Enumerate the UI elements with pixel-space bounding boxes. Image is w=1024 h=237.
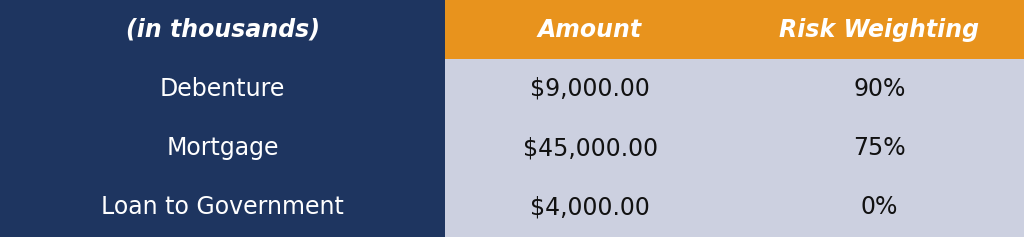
Text: (in thousands): (in thousands) <box>126 18 319 42</box>
Text: Mortgage: Mortgage <box>167 136 279 160</box>
Bar <box>445 178 1024 237</box>
Bar <box>0 0 445 59</box>
Text: $45,000.00: $45,000.00 <box>522 136 657 160</box>
Bar <box>445 0 1024 59</box>
Text: Loan to Government: Loan to Government <box>101 195 344 219</box>
Text: 0%: 0% <box>861 195 898 219</box>
Text: $9,000.00: $9,000.00 <box>530 77 650 101</box>
Bar <box>445 118 1024 178</box>
Text: Amount: Amount <box>538 18 642 42</box>
Text: Risk Weighting: Risk Weighting <box>779 18 979 42</box>
Bar <box>445 59 1024 118</box>
Bar <box>0 178 445 237</box>
Bar <box>0 118 445 178</box>
Text: 75%: 75% <box>853 136 905 160</box>
Text: Debenture: Debenture <box>160 77 286 101</box>
Text: 90%: 90% <box>853 77 905 101</box>
Bar <box>0 59 445 118</box>
Text: $4,000.00: $4,000.00 <box>530 195 650 219</box>
